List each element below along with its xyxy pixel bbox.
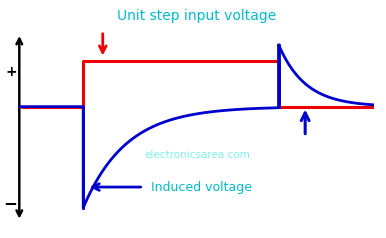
Text: electronicsarea.com: electronicsarea.com — [144, 150, 250, 160]
Text: −: − — [3, 194, 17, 212]
Text: Unit step input voltage: Unit step input voltage — [117, 9, 276, 23]
Text: +: + — [6, 65, 17, 79]
Text: Induced voltage: Induced voltage — [151, 181, 252, 193]
